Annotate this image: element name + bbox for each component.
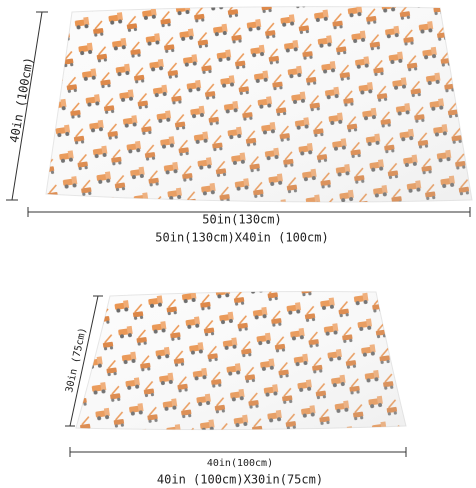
width-label: 40in(100cm) [207, 458, 273, 469]
height-label: 40in (100cm) [7, 56, 36, 144]
bottom-blanket: 30in (75cm) 40in(100cm) 40in (100cm)X30i… [64, 291, 407, 487]
top-blanket: 40in (100cm) 50in(130cm) 50in(130cm)X40i… [6, 6, 473, 245]
height-label: 30in (75cm) [64, 327, 89, 394]
size-caption: 50in(130cm)X40in (100cm) [155, 231, 328, 245]
size-caption: 40in (100cm)X30in(75cm) [157, 473, 323, 487]
height-dimension [6, 11, 48, 201]
width-dimension [69, 447, 407, 457]
width-dimension [27, 207, 471, 217]
height-dimension [65, 295, 103, 427]
width-label: 50in(130cm) [202, 213, 281, 227]
